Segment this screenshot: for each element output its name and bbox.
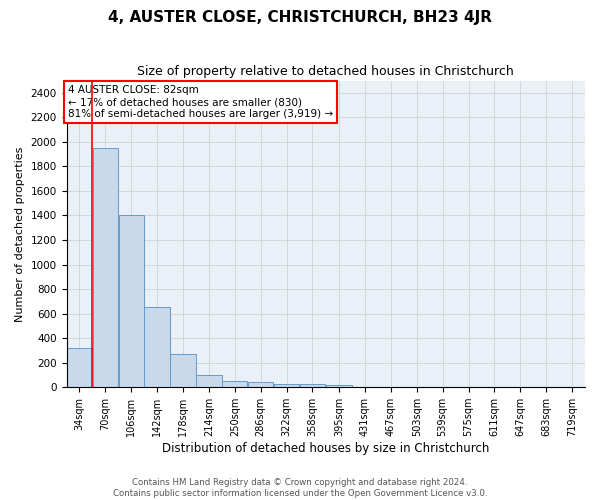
X-axis label: Distribution of detached houses by size in Christchurch: Distribution of detached houses by size … [162, 442, 490, 455]
Bar [222, 381, 247, 387]
Bar [248, 382, 274, 387]
Bar [119, 216, 144, 387]
Text: Contains HM Land Registry data © Crown copyright and database right 2024.
Contai: Contains HM Land Registry data © Crown c… [113, 478, 487, 498]
Text: 4 AUSTER CLOSE: 82sqm
← 17% of detached houses are smaller (830)
81% of semi-det: 4 AUSTER CLOSE: 82sqm ← 17% of detached … [68, 86, 333, 118]
Title: Size of property relative to detached houses in Christchurch: Size of property relative to detached ho… [137, 65, 514, 78]
Bar [67, 348, 92, 387]
Bar [170, 354, 196, 387]
Bar [92, 148, 118, 387]
Bar [274, 384, 299, 387]
Bar [196, 375, 221, 387]
Bar [326, 386, 352, 387]
Bar [145, 308, 170, 387]
Y-axis label: Number of detached properties: Number of detached properties [15, 146, 25, 322]
Bar [300, 384, 325, 387]
Text: 4, AUSTER CLOSE, CHRISTCHURCH, BH23 4JR: 4, AUSTER CLOSE, CHRISTCHURCH, BH23 4JR [108, 10, 492, 25]
